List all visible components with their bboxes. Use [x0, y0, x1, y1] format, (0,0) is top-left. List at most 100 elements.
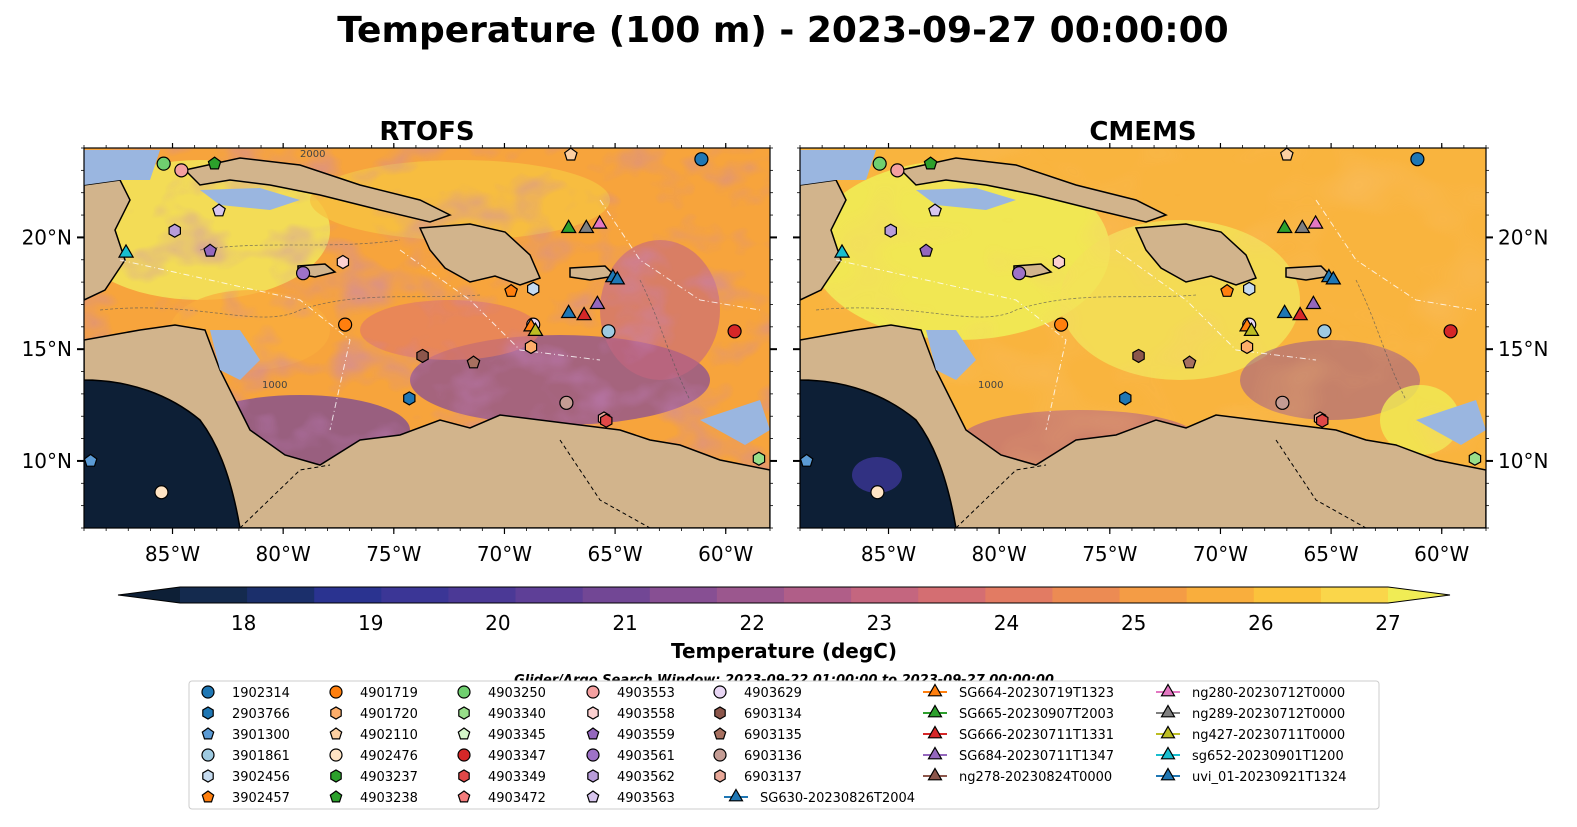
legend-item: 4903553 [586, 685, 675, 701]
x-tick-label: 65°W [587, 542, 642, 566]
axes-frame [83, 147, 771, 529]
legend-item: 6903136 [713, 748, 802, 764]
colorbar-segment [314, 587, 382, 603]
float-marker [403, 391, 416, 406]
legend-marker [457, 727, 471, 740]
float-marker [466, 355, 481, 369]
colorbar-tick-label: 22 [739, 611, 764, 635]
float-marker [336, 254, 350, 270]
legend-item: 4901719 [329, 685, 418, 701]
float-marker [1275, 395, 1290, 410]
legend-item: 4903559 [586, 727, 675, 743]
legend-item: 6903137 [714, 769, 802, 785]
legend-item: SG664-20230719T1323 [923, 683, 1114, 701]
float-marker [1276, 304, 1293, 319]
colorbar-label: Temperature (degC) [671, 639, 897, 663]
legend: 1902314 2903766 3901300 3901861 3902456 39024… [201, 683, 1346, 806]
legend-item: ng280-20230712T0000 [1156, 683, 1345, 701]
colorbar-segment [985, 587, 1054, 603]
legend-item: 4903347 [457, 748, 546, 764]
legend-marker [457, 790, 471, 803]
float-marker [1220, 283, 1235, 297]
float-marker [1305, 295, 1322, 310]
float-marker [870, 485, 885, 500]
float-marker [524, 339, 538, 355]
float-marker [1315, 413, 1329, 428]
colorbar-tick-label: 24 [994, 611, 1019, 635]
legend-label: 3902456 [232, 770, 290, 785]
float-marker [923, 156, 938, 170]
float-marker [416, 348, 429, 364]
legend-marker [927, 767, 943, 781]
legend-label: 4903340 [488, 707, 546, 722]
x-tick-label: 65°W [1303, 542, 1358, 566]
legend-marker [586, 685, 600, 699]
legend-marker [458, 706, 470, 720]
legend-marker [1160, 767, 1176, 781]
float-marker [1240, 339, 1254, 355]
float-marker [559, 395, 574, 410]
legend-marker [713, 727, 727, 740]
pacific-cold-water [800, 380, 956, 528]
legend-item: 4903349 [458, 769, 546, 785]
legend-marker [728, 788, 744, 802]
legend-label: 4903559 [617, 728, 675, 743]
legend-item: SG684-20230711T1347 [923, 746, 1114, 764]
float-marker [117, 243, 135, 258]
legend-label: 4903347 [488, 749, 546, 764]
legend-item: 4902476 [329, 748, 418, 764]
legend-marker [927, 683, 943, 697]
colorbar-extend-min [118, 587, 180, 603]
x-tick-label: 60°W [1414, 542, 1469, 566]
legend-marker [329, 790, 343, 803]
legend-label: SG684-20230711T1347 [959, 749, 1114, 764]
legend-label: 4903238 [360, 791, 418, 806]
float-marker [84, 453, 98, 467]
colorbar-segment [381, 587, 450, 603]
float-marker [1410, 152, 1425, 167]
eez-boundaries [835, 199, 1477, 431]
legend-box [188, 680, 1380, 810]
colorbar-tick-label: 18 [231, 611, 256, 635]
x-tick-label: 75°W [366, 542, 421, 566]
panel-title-rtofs: RTOFS [379, 117, 474, 147]
shelf [800, 150, 1486, 445]
colorbar-tick-label: 20 [485, 611, 510, 635]
legend-item: 6903134 [714, 706, 802, 722]
legend-label: ng278-20230824T0000 [959, 770, 1112, 785]
colorbar-outline [117, 586, 1451, 604]
legend-marker [201, 685, 215, 699]
legend-item: 1902314 [201, 685, 290, 701]
legend-marker [1160, 725, 1176, 739]
panel-title-cmems: CMEMS [1089, 117, 1196, 147]
float-marker [203, 243, 218, 257]
legend-label: ng289-20230712T0000 [1192, 707, 1345, 722]
legend-marker [586, 748, 600, 762]
colorbar-segment [1119, 587, 1188, 603]
legend-label: 4903553 [617, 686, 675, 701]
colorbar-tick-label: 25 [1121, 611, 1146, 635]
float-marker [526, 281, 540, 296]
colorbar-tick-label: 26 [1248, 611, 1273, 635]
float-marker [168, 223, 181, 238]
float-marker [578, 219, 595, 234]
legend-item: 3901300 [201, 727, 290, 743]
legend-item: uvi_01-20230921T1324 [1156, 767, 1346, 785]
legend-item: sg652-20230901T1200 [1156, 746, 1344, 764]
legend-item: 6903135 [713, 727, 802, 743]
legend-marker [586, 790, 600, 803]
float-marker [1182, 355, 1197, 369]
legend-marker [586, 727, 600, 740]
legend-marker [1160, 683, 1176, 697]
float-marker [338, 317, 353, 332]
legend-marker [330, 769, 342, 783]
x-tick-label: 75°W [1082, 542, 1137, 566]
float-marker [872, 156, 887, 171]
legend-marker [457, 748, 471, 762]
float-marker [560, 219, 577, 234]
float-marker [154, 485, 169, 500]
float-markers-rtofs [84, 148, 766, 500]
legend-label: 4903562 [617, 770, 675, 785]
legend-item: 3902456 [202, 769, 290, 785]
float-marker [1307, 214, 1324, 229]
